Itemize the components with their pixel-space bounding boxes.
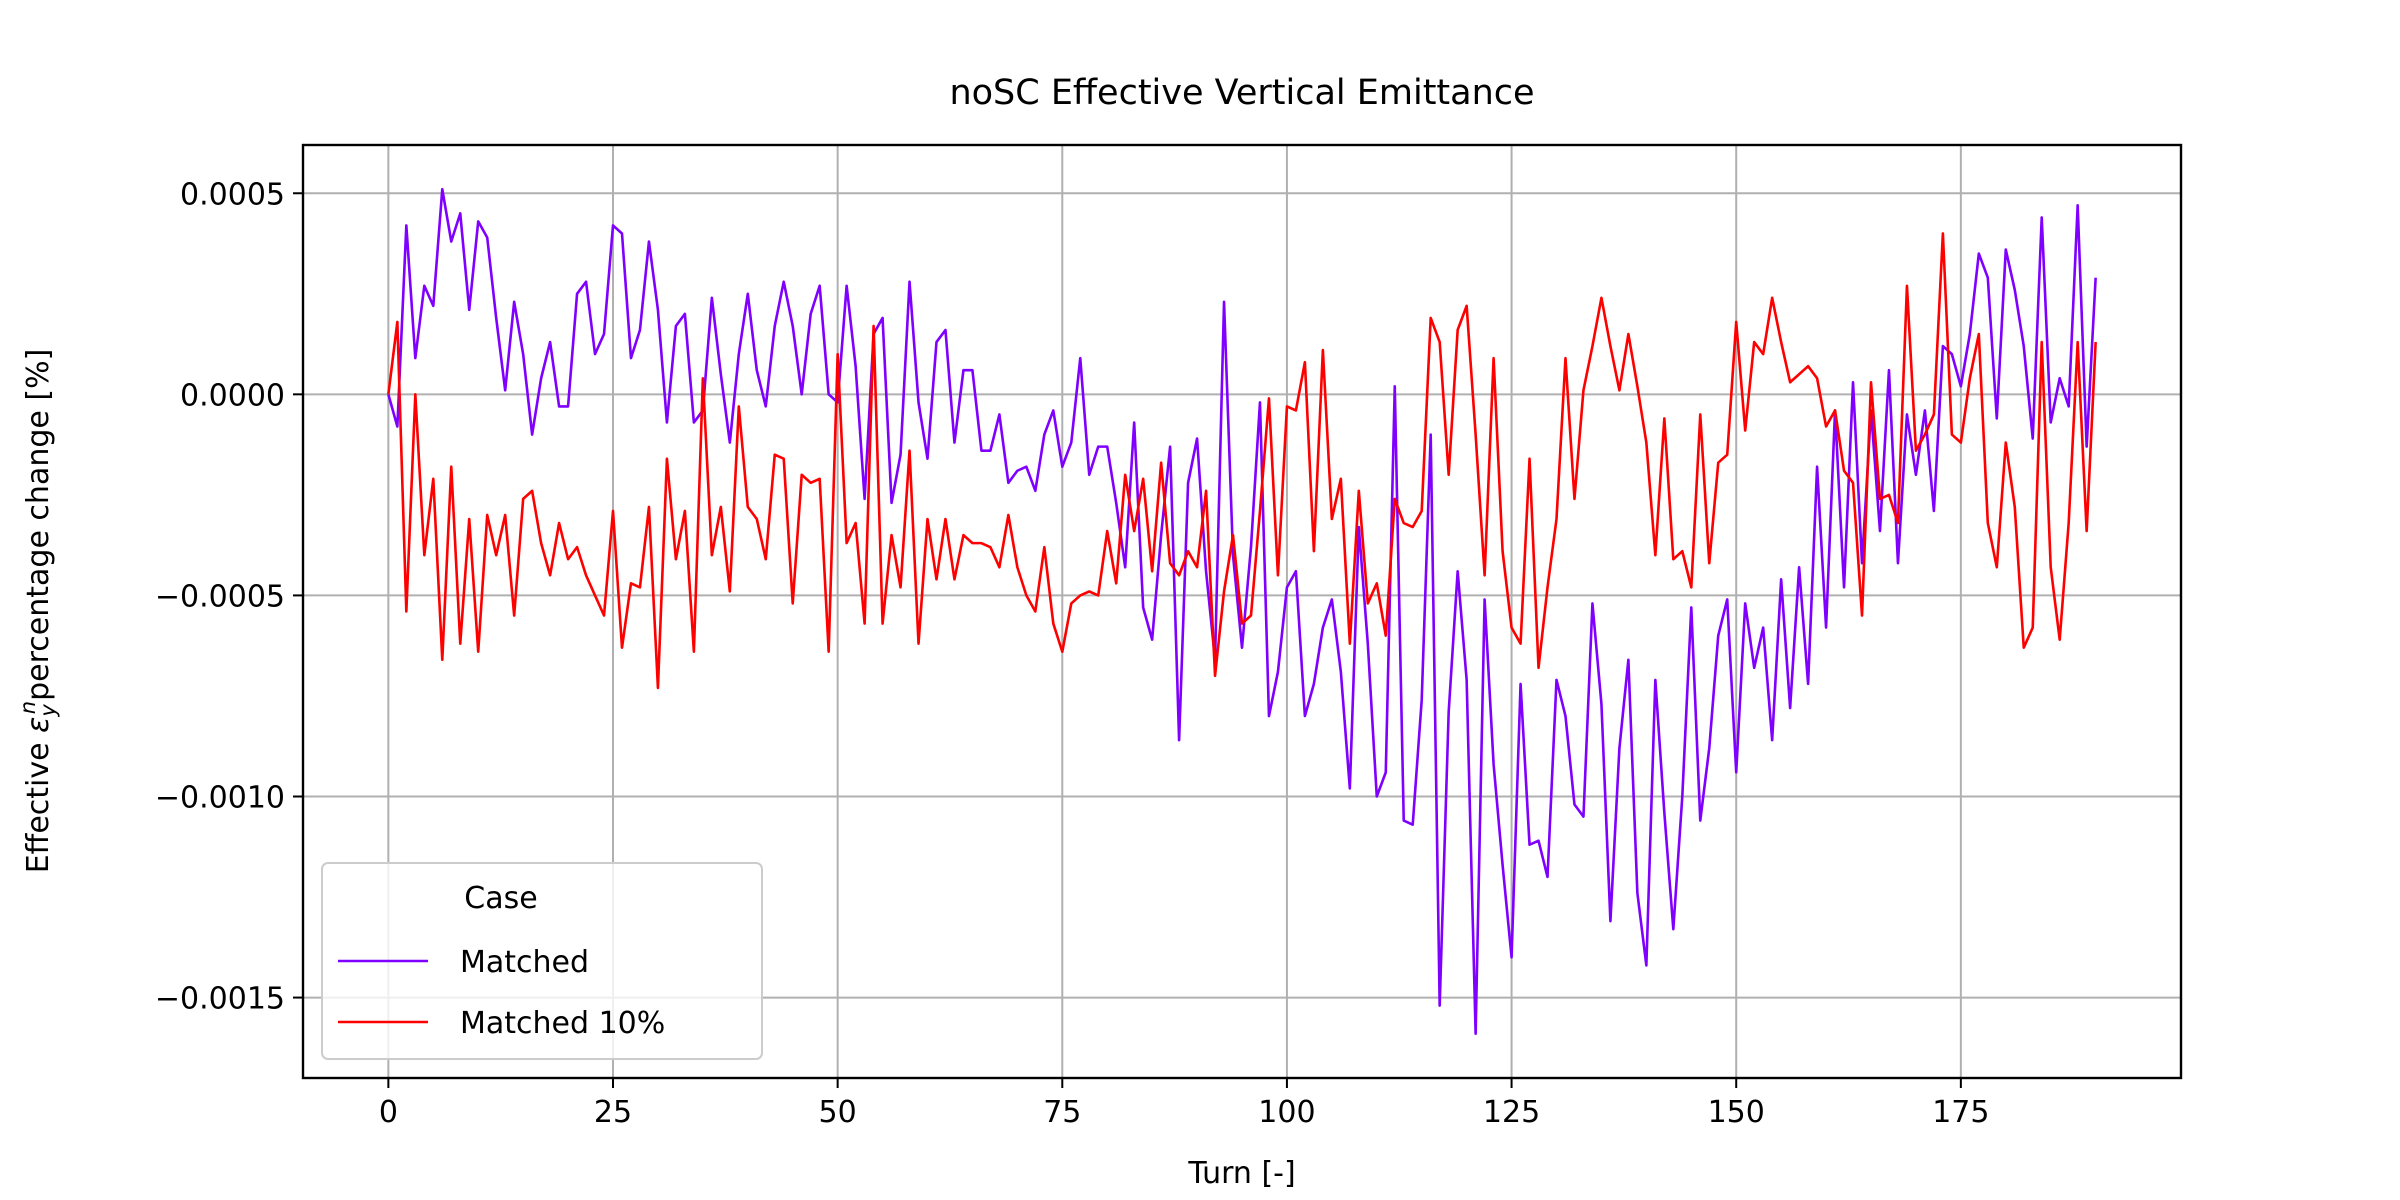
plot-frame	[301, 143, 2183, 1080]
data-line	[387, 232, 2097, 690]
y-label-text: percentage change [%]	[21, 349, 56, 701]
chart-title: noSC Effective Vertical Emittance	[949, 73, 1534, 113]
x-tick-label: 75	[1043, 1095, 1081, 1130]
legend-label: Matched	[460, 945, 589, 980]
x-tick-label: 25	[594, 1095, 632, 1130]
y-tick-label: −0.0010	[155, 780, 285, 815]
y-tick-label: 0.0000	[180, 378, 285, 413]
legend-label: Matched 10%	[460, 1006, 665, 1041]
y-label-sub: y	[36, 704, 60, 718]
y-tick-label: 0.0005	[180, 177, 285, 212]
x-tick-label: 150	[1708, 1095, 1765, 1130]
x-tick-label: 125	[1483, 1095, 1540, 1130]
y-axis-label: Effective εynpercentage change [%]	[16, 349, 60, 874]
x-tick-label: 50	[819, 1095, 857, 1130]
x-tick-label: 100	[1258, 1095, 1315, 1130]
legend-box	[321, 862, 763, 1060]
y-label-text: Effective	[21, 742, 56, 873]
y-label-sup: n	[16, 701, 40, 714]
x-axis-label: Turn [-]	[1187, 1156, 1295, 1191]
x-tick-label: 0	[379, 1095, 398, 1130]
x-tick-label: 175	[1932, 1095, 1989, 1130]
y-label-symbol: ε	[21, 717, 56, 733]
y-tick-label: −0.0005	[155, 579, 285, 614]
legend-title: Case	[464, 881, 537, 916]
y-tick-label: −0.0015	[155, 982, 285, 1017]
data-line	[387, 187, 2097, 1036]
